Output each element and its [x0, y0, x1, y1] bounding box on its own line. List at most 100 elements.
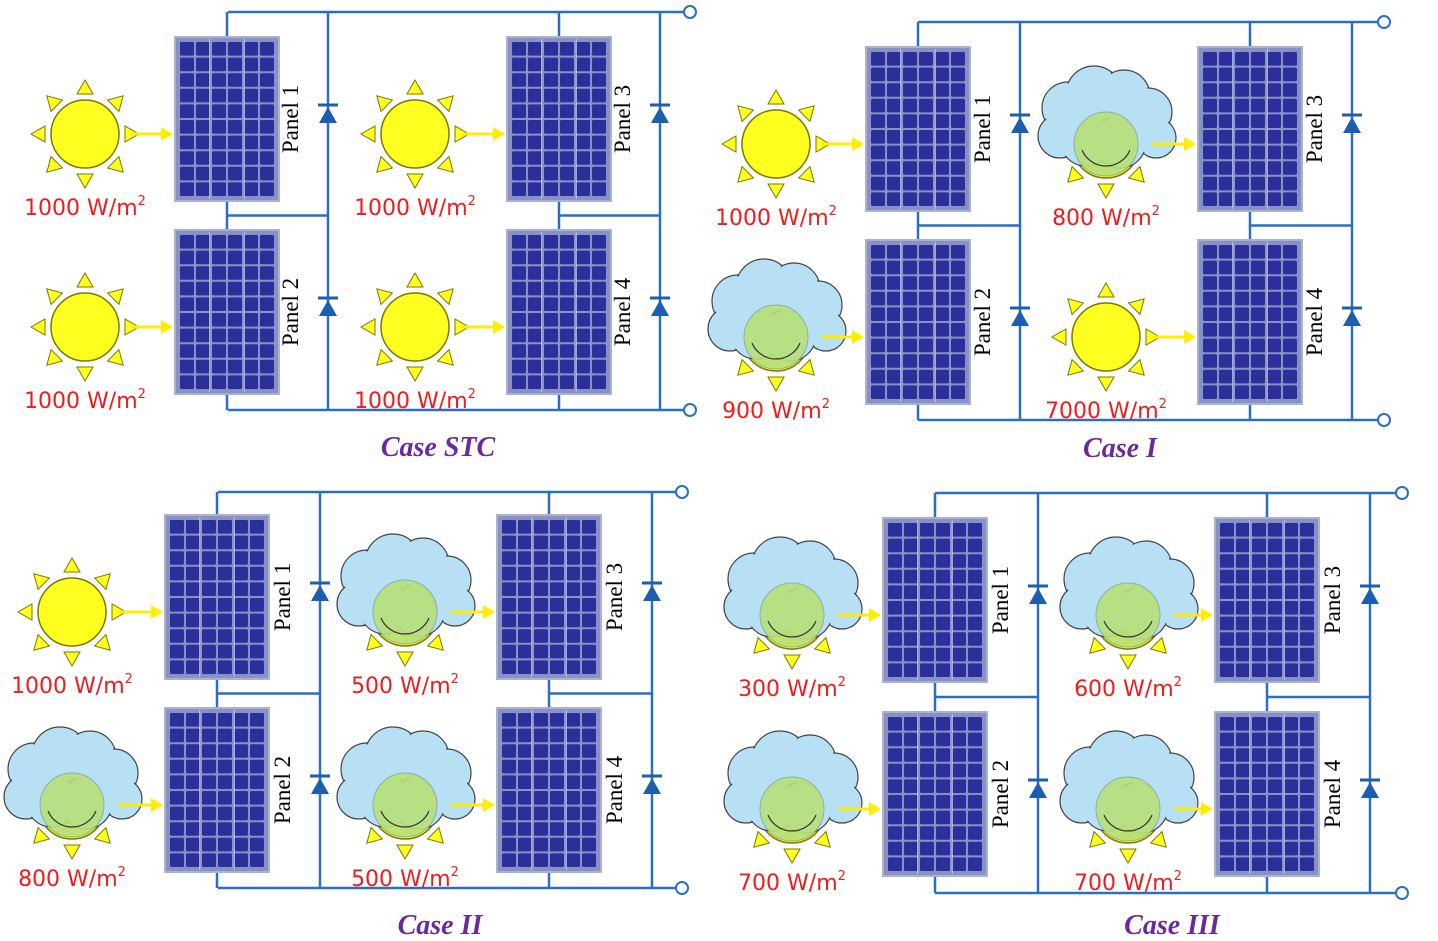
panel-cell [592, 266, 606, 280]
panel-cell [1252, 717, 1266, 731]
panel-cell [502, 629, 516, 643]
panel-cell [1284, 748, 1298, 762]
panel-cell [919, 52, 933, 66]
panel-cell [920, 601, 934, 615]
solar-panel [496, 707, 602, 873]
panel-cell [202, 535, 216, 550]
panel-cell [528, 135, 542, 150]
case-label: Case I [1083, 433, 1158, 464]
panel-cell [952, 632, 966, 646]
panel-cell [244, 328, 258, 343]
panel-cell [903, 67, 917, 82]
panel-cell [234, 644, 248, 659]
panel-cell [951, 354, 965, 368]
panel-cell [576, 120, 590, 134]
panel-cell [1219, 369, 1233, 384]
sun-ray [106, 348, 124, 366]
diode-icon [650, 296, 670, 316]
panel-cell [228, 235, 242, 249]
panel-cell [919, 323, 933, 337]
panel-cell [904, 538, 918, 553]
panel-cell [952, 857, 966, 871]
irradiance-label: 700 W/m2 [738, 869, 846, 896]
panel-cell [212, 328, 226, 343]
panel-cell [1300, 732, 1314, 747]
panel-cell [1268, 538, 1282, 553]
panel-cell [566, 535, 580, 550]
diode-icon [318, 103, 338, 123]
panel-cell [170, 853, 184, 867]
panel-cell [512, 182, 526, 196]
panel-cell [170, 775, 184, 789]
panel-cell [260, 359, 274, 374]
panel-cell [582, 551, 596, 565]
panel-cell [196, 281, 210, 296]
panel-cell [582, 744, 596, 758]
panel-cell [534, 644, 548, 659]
panel-cell [582, 520, 596, 534]
panel-cell [186, 837, 200, 852]
panel-cell [196, 375, 210, 389]
panel-cell [920, 663, 934, 677]
panel-cell [1220, 538, 1234, 553]
panel-cell [904, 523, 918, 537]
irradiance-label: 900 W/m2 [722, 397, 830, 424]
negative-terminal [683, 403, 697, 417]
panel-cell [888, 841, 902, 856]
panel-cell [1220, 647, 1234, 662]
panel-cell [512, 328, 526, 343]
panel-cell [888, 554, 902, 568]
panel-cell [1236, 826, 1250, 840]
sun-ray [76, 366, 94, 383]
panel-cell [196, 120, 210, 134]
panel-cell [170, 837, 184, 852]
panel-cell [936, 601, 950, 615]
panel-cell [871, 323, 885, 337]
sun-ray [406, 173, 424, 190]
panel-cell [512, 281, 526, 296]
panel-cell [212, 104, 226, 118]
sun-ray [106, 155, 124, 173]
irradiance-label: 800 W/m2 [18, 865, 126, 892]
panel-cell [1267, 369, 1281, 384]
panel-cell [1251, 354, 1265, 368]
sun-ray [406, 271, 424, 288]
panel-cell [592, 104, 606, 118]
panel-cell [904, 841, 918, 856]
panel-cell [903, 52, 917, 66]
panel-cell [952, 810, 966, 825]
solar-panel [496, 514, 602, 680]
panel-cell [887, 276, 901, 290]
panel-cell [887, 145, 901, 160]
panel-cell [512, 73, 526, 87]
panel-cell [1300, 857, 1314, 871]
sun-ray [1149, 636, 1167, 654]
panel-cell [234, 713, 248, 727]
panel-cell [512, 359, 526, 374]
panel-cell [887, 52, 901, 66]
panel-cell [202, 598, 216, 612]
panel-cell [951, 192, 965, 206]
panel-cell [528, 250, 542, 265]
panel-cell [544, 375, 558, 389]
panel-cell [1283, 83, 1297, 97]
panel-cell [871, 354, 885, 368]
panel-cell [582, 629, 596, 643]
panel-cell [968, 779, 982, 793]
panel-cell [502, 775, 516, 789]
panel-cell [888, 779, 902, 793]
panel-cell [1251, 98, 1265, 113]
panel-cell [1283, 291, 1297, 306]
panel-cell [936, 585, 950, 599]
panel-cell [544, 104, 558, 118]
panel-cell [576, 297, 590, 311]
panel-cell [920, 647, 934, 662]
panel-cell [1220, 826, 1234, 840]
panel-cell [1236, 732, 1250, 747]
panel-cell [904, 748, 918, 762]
panel-cell [1251, 323, 1265, 337]
panel-cell [244, 135, 258, 150]
panel-cell [180, 88, 194, 103]
panel-cell [1203, 67, 1217, 82]
solar-panel [865, 239, 971, 405]
